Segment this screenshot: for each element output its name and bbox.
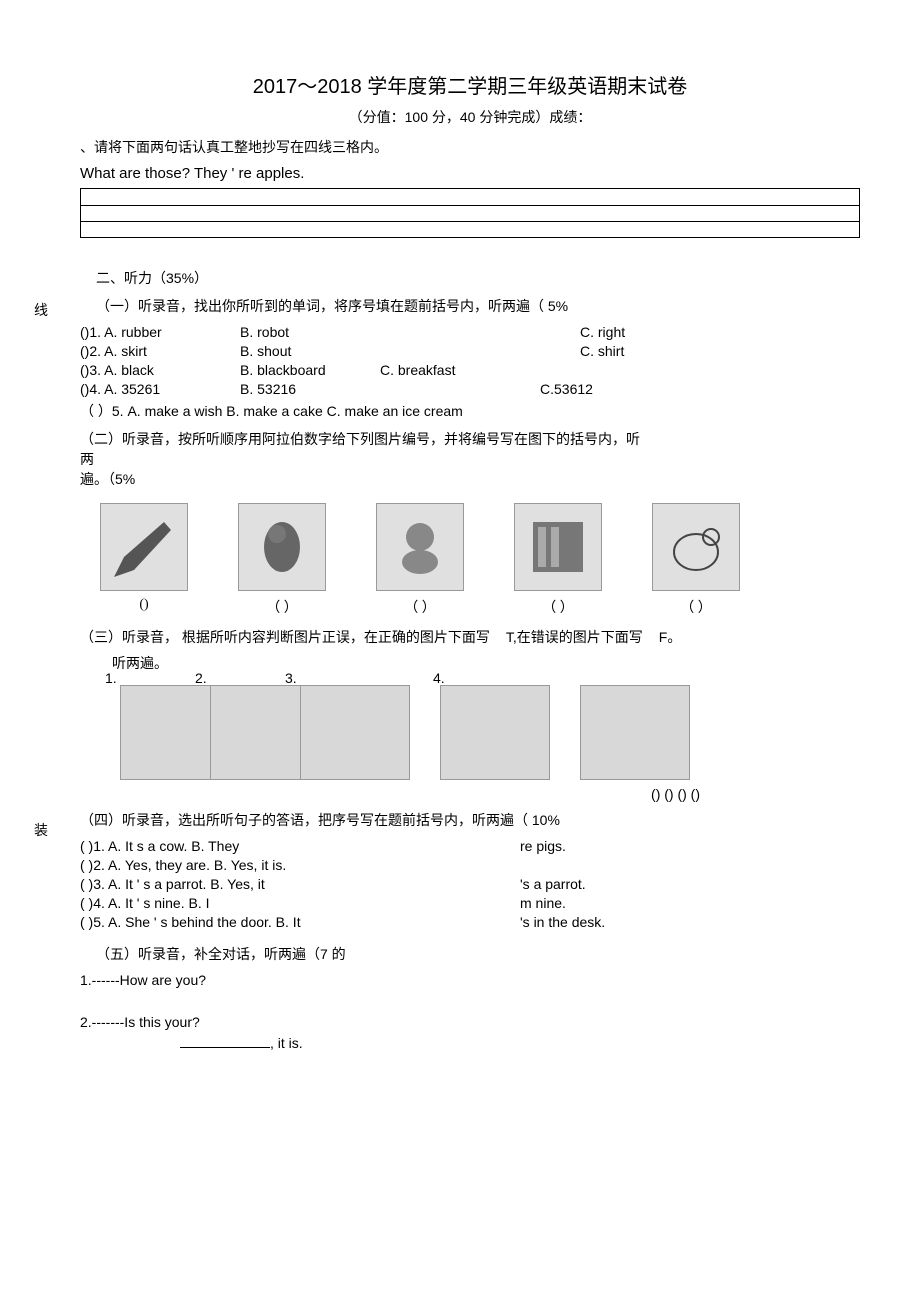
q1-row: ()1. A. rubber B. robot C. right — [80, 324, 860, 340]
s3-image-row: 1. 2. 3. 4. — [120, 685, 860, 780]
s2-image-row — [100, 503, 860, 591]
blank-underline — [180, 1034, 270, 1048]
s1-heading: （一）听录音，找出你所听到的单词，将序号填在题前括号内，听两遍（ 5% — [96, 296, 860, 316]
q4-b: B. 53216 — [240, 381, 520, 397]
s3-heading-row: （三）听录音， 根据所听内容判断图片正误，在正确的图片下面写 T,在错误的图片下… — [80, 627, 860, 647]
q4-c: C.53612 — [540, 381, 593, 397]
br2: （ ） — [238, 597, 326, 617]
lbl4: 4. — [433, 670, 445, 686]
copy-sentence: What are those? They ' re apples. — [80, 165, 860, 182]
s3-brackets: () () () () — [80, 786, 700, 802]
writing-box — [80, 188, 860, 238]
br1: () — [100, 597, 188, 617]
s2-brackets: () （ ） （ ） （ ） （ ） — [100, 597, 860, 617]
s4-r3-r: 's a parrot. — [520, 876, 860, 892]
q2-a: ()2. A. skirt — [80, 343, 240, 359]
s2-heading2: 两 — [80, 449, 860, 469]
exam-title: 2017〜2018 学年度第二学期三年级英语期末试卷 — [80, 70, 860, 99]
image-crayon — [100, 503, 188, 591]
s4-r5-r: 's in the desk. — [520, 914, 860, 930]
img-tf-5 — [580, 685, 690, 780]
part1-instruction: 、请将下面两句话认真工整地抄写在四线三格内。 — [80, 137, 860, 157]
s3-heading-pre: （三）听录音， 根据所听内容判断图片正误，在正确的图片下面写 — [80, 627, 490, 647]
s3-heading-t: T,在错误的图片下面写 — [506, 627, 643, 647]
s4-r1: ( )1. A. It s a cow. B. They re pigs. — [80, 838, 860, 854]
img-tf-3: 3. — [300, 685, 410, 780]
q2-row: ()2. A. skirt B. shout C. shirt — [80, 343, 860, 359]
q1-a: ()1. A. rubber — [80, 324, 240, 340]
q5-line: （ ）5. A. make a wish B. make a cake C. m… — [80, 401, 860, 421]
img-tf-4: 4. — [440, 685, 550, 780]
q2-c: C. shirt — [580, 343, 624, 359]
s5-q2b: , it is. — [270, 1035, 303, 1051]
q4-row: ()4. A. 35261 B. 53216 C.53612 — [80, 381, 860, 397]
image-library — [514, 503, 602, 591]
s5-heading: （五）听录音，补全对话，听两遍（7 的 — [96, 944, 860, 964]
s4-r3-l: ( )3. A. It ' s a parrot. B. Yes, it — [80, 876, 520, 892]
s4-r2: ( )2. A. Yes, they are. B. Yes, it is. — [80, 857, 860, 873]
s4-r2-l: ( )2. A. Yes, they are. B. Yes, it is. — [80, 857, 520, 873]
q3-b: B. blackboard — [240, 362, 380, 378]
image-baby — [376, 503, 464, 591]
s5-q2b-row: , it is. — [180, 1034, 860, 1051]
s4-heading: （四）听录音，选出所听句子的答语，把序号写在题前括号内，听两遍（ 10% — [80, 810, 860, 830]
s3-sub: 听两遍。 — [112, 653, 860, 673]
s3-heading-f: F。 — [659, 627, 682, 647]
lbl2: 2. — [195, 670, 207, 686]
s4-r4-r: m nine. — [520, 895, 860, 911]
s4-r3: ( )3. A. It ' s a parrot. B. Yes, it 's … — [80, 876, 860, 892]
s2-heading3: 遍。（5% — [80, 469, 860, 489]
q3-c: C. breakfast — [380, 362, 455, 378]
page-container: 2017〜2018 学年度第二学期三年级英语期末试卷 （分值：100 分，40 … — [0, 0, 920, 1095]
br4: （ ） — [514, 597, 602, 617]
s5-q1: 1.------How are you? — [80, 972, 860, 988]
br5: （ ） — [652, 597, 740, 617]
exam-subtitle: （分值：100 分，40 分钟完成）成绩： — [80, 107, 860, 127]
section2-heading: 二、听力（35%） — [96, 268, 860, 288]
q2-b: B. shout — [240, 343, 520, 359]
s4-r5-l: ( )5. A. She ' s behind the door. B. It — [80, 914, 520, 930]
q3-a: ()3. A. black — [80, 362, 240, 378]
q1-b: B. robot — [240, 324, 520, 340]
lbl1: 1. — [105, 670, 117, 686]
q1-c: C. right — [580, 324, 625, 340]
s4-r4: ( )4. A. It ' s nine. B. I m nine. — [80, 895, 860, 911]
br3: （ ） — [376, 597, 464, 617]
image-parrot — [238, 503, 326, 591]
q3-row: ()3. A. black B. blackboard C. breakfast — [80, 362, 860, 378]
q4-a: ()4. A. 35261 — [80, 381, 240, 397]
s4-r4-l: ( )4. A. It ' s nine. B. I — [80, 895, 520, 911]
s5-q2: 2.-------Is this your? — [80, 1014, 860, 1030]
s2-heading1: （二）听录音，按所听顺序用阿拉伯数字给下列图片编号，并将编号写在图下的括号内，听 — [80, 429, 860, 449]
lbl3: 3. — [285, 670, 297, 686]
s4-r5: ( )5. A. She ' s behind the door. B. It … — [80, 914, 860, 930]
image-chicken — [652, 503, 740, 591]
s4-r1-r: re pigs. — [520, 838, 860, 854]
s4-r1-l: ( )1. A. It s a cow. B. They — [80, 838, 520, 854]
s4-r2-r — [520, 857, 860, 873]
